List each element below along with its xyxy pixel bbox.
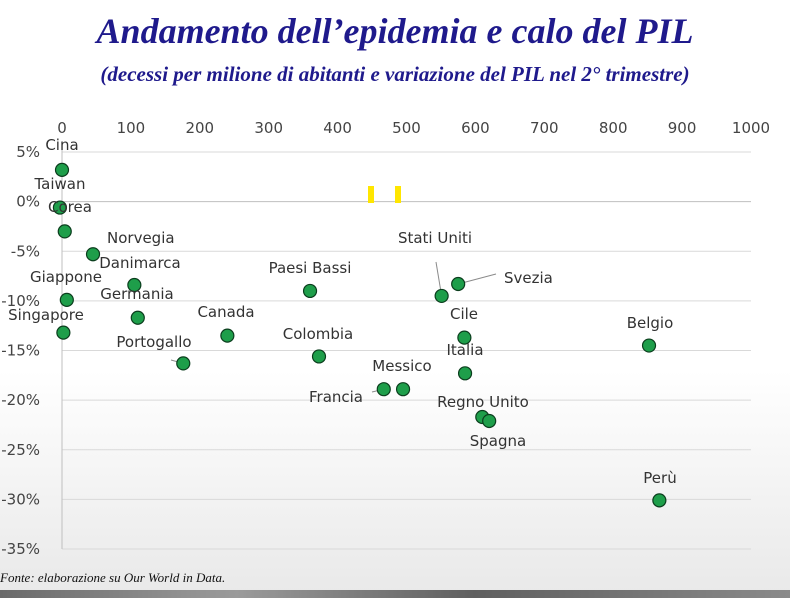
- x-tick-label: 900: [668, 119, 697, 137]
- data-point: [652, 493, 667, 508]
- highlight-mark: [395, 186, 401, 203]
- y-tick-label: -15%: [1, 342, 40, 360]
- highlight-markers: [368, 186, 401, 203]
- x-tick-label: 200: [185, 119, 214, 137]
- data-point: [457, 330, 472, 345]
- point-labels: Cina Taiwan Corea Norvegia DanimarcaGiappone…: [8, 136, 677, 487]
- data-point: [395, 382, 411, 397]
- y-tick-label: -25%: [1, 441, 40, 459]
- x-tick-label: 1000: [732, 119, 770, 137]
- data-point: [457, 366, 473, 381]
- x-axis-ticks: 0 100 200 300 400 500 600 700 800 900 1000: [57, 119, 770, 137]
- point-label: Paesi Bassi: [269, 259, 352, 277]
- x-tick-label: 500: [392, 119, 421, 137]
- data-point: [482, 413, 497, 429]
- point-label: Giappone: [30, 268, 102, 286]
- point-label: Danimarca: [99, 254, 181, 272]
- data-point: [641, 338, 657, 353]
- data-point: [85, 247, 101, 262]
- data-point: [54, 162, 70, 177]
- point-label: Svezia: [504, 269, 553, 287]
- data-point: [220, 328, 235, 343]
- y-tick-label: -30%: [1, 490, 40, 508]
- point-label: Spagna: [470, 432, 526, 450]
- data-point: [127, 277, 142, 293]
- data-point: [57, 224, 72, 239]
- point-label: Portogallo: [116, 333, 191, 351]
- data-point: [52, 200, 68, 215]
- data-point: [130, 310, 145, 325]
- data-point: [376, 382, 391, 397]
- point-label: Colombia: [283, 325, 354, 343]
- data-point: [451, 276, 466, 292]
- data-point: [434, 288, 449, 304]
- y-axis-ticks: 5% 0% -5% -10% -15% -20% -25% -30% -35%: [1, 143, 40, 558]
- data-point: [302, 283, 318, 299]
- x-tick-label: 600: [461, 119, 490, 137]
- point-label: Perù: [643, 469, 676, 487]
- bottom-strip: [0, 590, 790, 598]
- point-label: Singapore: [8, 306, 84, 324]
- point-label: Corea: [48, 198, 92, 216]
- point-label: Canada: [197, 303, 254, 321]
- axes: [61, 148, 751, 549]
- point-label: Taiwan: [33, 175, 85, 193]
- point-label: Regno Unito: [437, 393, 529, 411]
- data-point: [56, 325, 71, 340]
- y-tick-label: 0%: [16, 193, 40, 211]
- x-tick-label: 100: [117, 119, 146, 137]
- point-label: Norvegia: [107, 229, 175, 247]
- point-label: Cile: [450, 305, 478, 323]
- y-tick-label: 5%: [16, 143, 40, 161]
- point-label: Cina: [45, 136, 78, 154]
- point-label: Italia: [446, 341, 483, 359]
- chart-title: Andamento dell’epidemia e calo del PIL: [96, 11, 694, 51]
- data-points: [52, 162, 667, 508]
- highlight-mark: [368, 186, 374, 203]
- data-point: [59, 292, 74, 307]
- x-tick-label: 0: [57, 119, 67, 137]
- y-tick-label: -35%: [1, 540, 40, 558]
- grid-lines: [62, 151, 751, 550]
- x-tick-label: 800: [599, 119, 628, 137]
- chart-subtitle: (decessi per milione di abitanti e varia…: [100, 62, 690, 86]
- data-point: [176, 356, 191, 371]
- point-label: Germania: [100, 285, 173, 303]
- y-tick-label: -5%: [11, 242, 40, 260]
- source-note: Fonte: elaborazione su Our World in Data…: [0, 570, 226, 585]
- x-tick-label: 700: [530, 119, 559, 137]
- y-tick-label: -10%: [1, 292, 40, 310]
- x-tick-label: 300: [254, 119, 283, 137]
- x-tick-label: 400: [323, 119, 352, 137]
- y-tick-label: -20%: [1, 391, 40, 409]
- point-label: Stati Uniti: [398, 229, 472, 247]
- point-label: Messico: [372, 357, 431, 375]
- point-label: Francia: [309, 388, 363, 406]
- data-point: [311, 349, 327, 364]
- point-label: Belgio: [627, 314, 674, 332]
